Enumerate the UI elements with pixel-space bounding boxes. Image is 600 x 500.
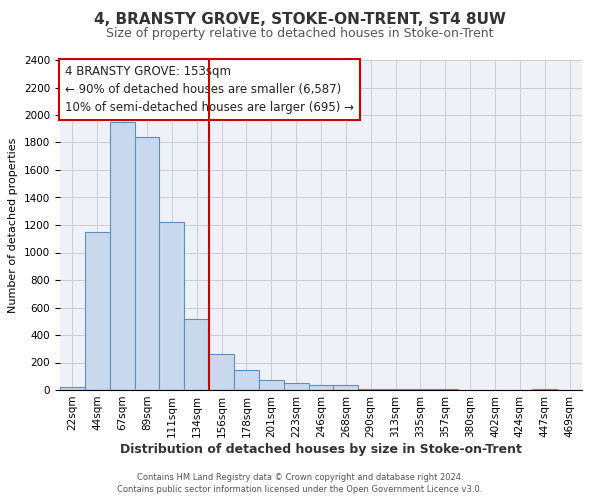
Bar: [334, 385, 358, 390]
Bar: [308, 384, 334, 390]
Text: Contains public sector information licensed under the Open Government Licence v3: Contains public sector information licen…: [118, 485, 482, 494]
Bar: [532, 389, 557, 390]
Bar: [110, 122, 134, 390]
Text: Size of property relative to detached houses in Stoke-on-Trent: Size of property relative to detached ho…: [106, 28, 494, 40]
Bar: [184, 318, 209, 390]
Text: Contains HM Land Registry data © Crown copyright and database right 2024.: Contains HM Land Registry data © Crown c…: [137, 472, 463, 482]
Bar: [209, 354, 234, 390]
Bar: [358, 388, 383, 390]
Bar: [383, 389, 408, 390]
Bar: [60, 387, 85, 390]
Bar: [259, 380, 284, 390]
Bar: [134, 137, 160, 390]
Bar: [160, 222, 184, 390]
Text: 4 BRANSTY GROVE: 153sqm
← 90% of detached houses are smaller (6,587)
10% of semi: 4 BRANSTY GROVE: 153sqm ← 90% of detache…: [65, 65, 354, 114]
Bar: [284, 383, 308, 390]
Bar: [234, 370, 259, 390]
Text: Distribution of detached houses by size in Stoke-on-Trent: Distribution of detached houses by size …: [120, 442, 522, 456]
Y-axis label: Number of detached properties: Number of detached properties: [8, 138, 19, 312]
Text: 4, BRANSTY GROVE, STOKE-ON-TRENT, ST4 8UW: 4, BRANSTY GROVE, STOKE-ON-TRENT, ST4 8U…: [94, 12, 506, 28]
Bar: [85, 232, 110, 390]
